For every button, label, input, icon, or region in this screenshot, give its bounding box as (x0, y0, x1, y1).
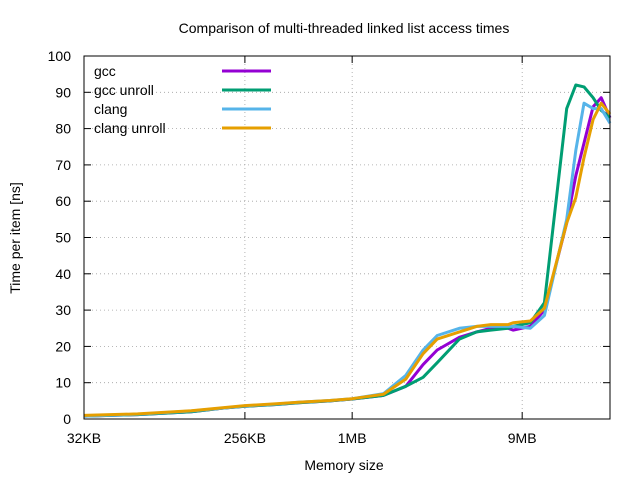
x-tick-label: 1MB (338, 430, 367, 446)
y-tick-label: 50 (55, 230, 71, 246)
y-axis: 0 10 20 30 40 50 60 70 80 90 100 (48, 48, 610, 427)
legend-label: gcc unroll (94, 82, 154, 98)
y-tick-label: 0 (63, 411, 71, 427)
series-line (83, 96, 612, 418)
legend: gcc gcc unroll clang clang unroll (94, 63, 271, 136)
series-lines (83, 83, 612, 418)
x-axis: 32KB 256KB 1MB 9MB (67, 56, 537, 446)
series-line (83, 101, 612, 418)
y-tick-label: 100 (48, 48, 72, 64)
plot-border (83, 55, 611, 420)
y-tick-label: 70 (55, 157, 71, 173)
y-tick-label: 20 (55, 338, 71, 354)
y-tick-label: 80 (55, 121, 71, 137)
y-tick-label: 40 (55, 266, 71, 282)
legend-label: clang (94, 101, 127, 117)
legend-label: gcc (94, 63, 116, 79)
x-tick-label: 256KB (224, 430, 266, 446)
x-tick-label: 9MB (508, 430, 537, 446)
y-axis-label: Time per item [ns] (7, 182, 23, 294)
chart-title: Comparison of multi-threaded linked list… (179, 20, 510, 36)
y-tick-label: 60 (55, 193, 71, 209)
y-tick-label: 10 (55, 375, 71, 391)
x-axis-label: Memory size (304, 457, 384, 473)
y-tick-label: 30 (55, 302, 71, 318)
series-line (83, 101, 612, 417)
y-tick-label: 90 (55, 84, 71, 100)
x-tick-label: 32KB (67, 430, 101, 446)
legend-label: clang unroll (94, 120, 166, 136)
grid-lines (84, 56, 610, 419)
